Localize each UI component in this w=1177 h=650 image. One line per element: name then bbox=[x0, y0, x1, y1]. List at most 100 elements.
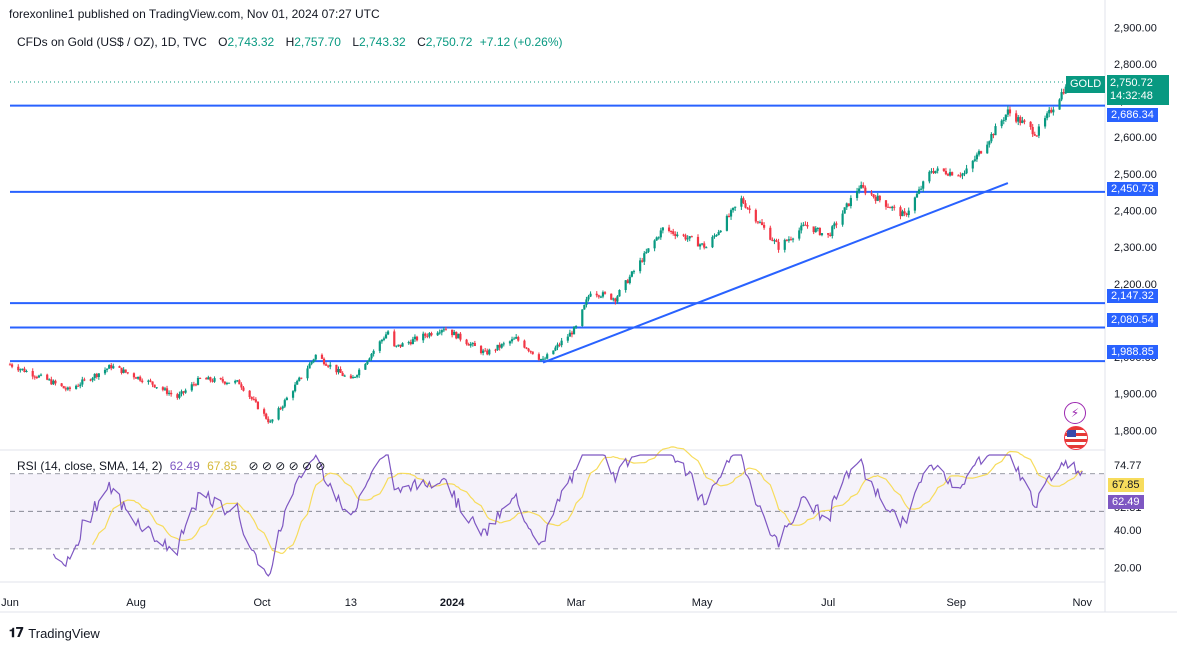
candle-body bbox=[891, 206, 894, 209]
low-value: 2,743.32 bbox=[359, 35, 406, 49]
price-tick-label: 2,500.00 bbox=[1114, 169, 1157, 181]
candle-body bbox=[399, 344, 402, 347]
candle-body bbox=[587, 296, 590, 300]
candle-body bbox=[46, 374, 49, 380]
candle-body bbox=[614, 298, 617, 302]
candle-body bbox=[944, 170, 948, 175]
candle-body bbox=[1029, 121, 1032, 127]
candle-body bbox=[60, 383, 63, 387]
candle-body bbox=[684, 235, 687, 240]
change-value: +7.12 (+0.26%) bbox=[479, 35, 563, 49]
candle-body bbox=[380, 339, 383, 342]
candle-body bbox=[994, 126, 997, 136]
candle-body bbox=[498, 344, 501, 348]
candle-body bbox=[682, 234, 685, 236]
candle-body bbox=[372, 350, 375, 354]
candle-body bbox=[667, 227, 671, 231]
candle-body bbox=[283, 400, 286, 407]
candle-body bbox=[170, 392, 173, 395]
candle-body bbox=[581, 309, 584, 327]
candle-body bbox=[77, 385, 80, 387]
candle-body bbox=[732, 207, 735, 211]
bar-countdown: 14:32:48 bbox=[1110, 90, 1153, 102]
candle-body bbox=[777, 241, 780, 250]
candle-body bbox=[744, 203, 747, 208]
candle-body bbox=[798, 230, 801, 239]
candle-body bbox=[715, 234, 718, 236]
candle-body bbox=[670, 230, 673, 232]
candle-body bbox=[816, 227, 819, 229]
candle-body bbox=[176, 394, 179, 398]
candle-body bbox=[740, 198, 743, 207]
candle-body bbox=[314, 354, 317, 360]
candle-body bbox=[136, 376, 140, 379]
candle-body bbox=[529, 350, 532, 352]
price-tick-label: 1,900.00 bbox=[1114, 389, 1157, 401]
candle-body bbox=[248, 390, 251, 398]
candle-body bbox=[806, 225, 809, 227]
candle-body bbox=[413, 336, 417, 340]
candle-body bbox=[393, 331, 396, 347]
candle-body bbox=[951, 172, 954, 176]
candle-body bbox=[727, 215, 731, 217]
candle-body bbox=[118, 366, 121, 368]
candle-body bbox=[298, 377, 301, 381]
candle-body bbox=[988, 141, 991, 145]
candle-body bbox=[453, 331, 456, 336]
candle-body bbox=[312, 359, 315, 362]
candle-body bbox=[574, 326, 578, 328]
rsi-value-tag: 62.49 bbox=[1108, 495, 1144, 509]
candle-body bbox=[25, 370, 28, 372]
candle-body bbox=[106, 368, 109, 370]
candle-body bbox=[211, 380, 214, 382]
candle-body bbox=[366, 360, 369, 365]
visibility-icons[interactable]: ⊘ ⊘ ⊘ ⊘ ⊘ ⊘ bbox=[248, 459, 326, 473]
candle-body bbox=[845, 203, 848, 208]
candle-body bbox=[653, 240, 656, 249]
candle-body bbox=[64, 388, 67, 390]
candle-body bbox=[196, 377, 200, 385]
candle-body bbox=[647, 248, 650, 252]
candle-body bbox=[655, 237, 658, 241]
candle-body bbox=[79, 384, 82, 386]
flash-icon[interactable]: ⚡ bbox=[1064, 402, 1086, 424]
us-flag-icon[interactable] bbox=[1064, 426, 1088, 450]
candle-body bbox=[436, 332, 439, 336]
candle-body bbox=[194, 384, 198, 386]
candle-body bbox=[310, 361, 313, 364]
candle-body bbox=[108, 365, 111, 369]
candle-body bbox=[240, 384, 243, 388]
candle-body bbox=[151, 381, 154, 385]
candle-body bbox=[440, 330, 443, 333]
candle-body bbox=[39, 374, 43, 376]
candle-body bbox=[696, 236, 700, 247]
rsi-tick-label: 40.00 bbox=[1114, 525, 1142, 537]
candle-body bbox=[717, 232, 720, 235]
candle-body bbox=[83, 379, 86, 381]
candle-body bbox=[75, 385, 78, 389]
time-tick-label: Sep bbox=[946, 597, 966, 609]
candle-body bbox=[430, 333, 433, 336]
candle-body bbox=[942, 168, 945, 171]
time-tick-label: Jun bbox=[1, 597, 19, 609]
candle-body bbox=[889, 207, 892, 209]
candle-body bbox=[271, 419, 274, 422]
candle-body bbox=[957, 175, 960, 177]
candle-body bbox=[496, 344, 499, 351]
candle-body bbox=[847, 203, 850, 206]
candle-body bbox=[595, 293, 598, 296]
candle-body bbox=[630, 271, 633, 277]
candle-body bbox=[368, 358, 371, 361]
candle-body bbox=[703, 243, 706, 248]
candle-body bbox=[48, 379, 51, 381]
close-value: 2,750.72 bbox=[425, 35, 473, 49]
candle-body bbox=[1064, 86, 1067, 94]
candle-body bbox=[558, 344, 561, 346]
candle-body bbox=[23, 368, 26, 372]
candle-body bbox=[1015, 113, 1018, 122]
candle-body bbox=[527, 348, 530, 351]
candle-body bbox=[789, 239, 793, 241]
candle-body bbox=[153, 384, 156, 388]
candle-body bbox=[862, 185, 865, 188]
